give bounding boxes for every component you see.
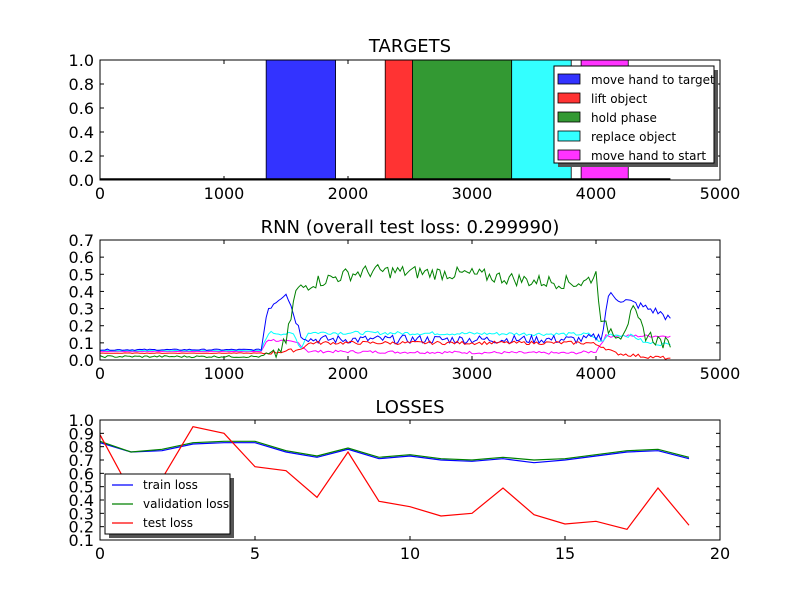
losses-ytick-label: 0.7	[69, 451, 94, 470]
losses-series-line	[99, 440, 690, 461]
targets-ytick-label: 0.2	[69, 147, 94, 166]
targets-segment-bar	[412, 59, 513, 181]
targets-legend-label: hold phase	[591, 111, 657, 125]
rnn-ytick-label: 0.1	[69, 334, 94, 353]
losses-ytick-label: 0.8	[69, 438, 94, 457]
losses-xtick-label: 5	[250, 544, 260, 563]
rnn-series-line	[99, 330, 671, 352]
losses-legend: train loss validation loss test loss	[104, 473, 234, 538]
targets-ytick-label: 1.0	[69, 51, 94, 70]
targets-xtick-label: 1000	[204, 184, 245, 203]
rnn-series-line	[100, 333, 671, 355]
losses-xtick-label: 20	[710, 544, 730, 563]
rnn-xtick-label: 1000	[204, 364, 245, 383]
losses-series-line	[99, 426, 690, 530]
targets-ytick-label: 0.0	[69, 171, 94, 190]
losses-legend-label: test loss	[143, 516, 193, 530]
targets-legend-swatch	[557, 92, 581, 104]
targets-panel: TARGETS 0 1000 2000 3000 4000 5000 0.0 0.2 0.4 0.…	[69, 36, 741, 203]
targets-legend-swatch	[557, 73, 581, 85]
rnn-panel: RNN (overall test loss: 0.299990) 0 1000 2…	[69, 217, 741, 383]
targets-legend-box	[553, 65, 715, 164]
losses-xtick-label: 0	[95, 544, 105, 563]
rnn-axes-frame	[99, 239, 721, 361]
losses-ytick-label: 0.1	[69, 531, 94, 550]
targets-ytick-label: 0.8	[69, 75, 94, 94]
targets-xtick-label: 5000	[700, 184, 741, 203]
losses-title: LOSSES	[375, 397, 444, 418]
targets-legend: move hand to target lift object hold phase…	[553, 65, 718, 167]
losses-legend-label: validation loss	[143, 497, 229, 511]
targets-legend-swatch	[557, 111, 581, 123]
rnn-ytick-label: 0.4	[69, 282, 94, 301]
targets-xtick-label: 0	[95, 184, 105, 203]
losses-axes-frame	[99, 419, 721, 541]
rnn-series-line	[99, 291, 671, 351]
rnn-ytick-label: 0.7	[69, 231, 94, 250]
targets-legend-label: replace object	[591, 130, 676, 144]
targets-axes-frame	[99, 59, 721, 181]
rnn-xtick-label: 2000	[328, 364, 369, 383]
rnn-xtick-label: 4000	[576, 364, 617, 383]
losses-series-line	[99, 442, 690, 464]
targets-xtick-label: 2000	[328, 184, 369, 203]
targets-ytick-label: 0.4	[69, 123, 94, 142]
targets-segment-bar	[265, 59, 337, 181]
losses-xtick-label: 10	[400, 544, 420, 563]
losses-ytick-label: 0.4	[69, 491, 94, 510]
rnn-title: RNN (overall test loss: 0.299990)	[261, 217, 560, 238]
rnn-xtick-label: 5000	[700, 364, 741, 383]
rnn-series-line	[99, 340, 671, 360]
losses-xtick-label: 15	[555, 544, 575, 563]
losses-panel: LOSSES 0 5 10 15 20 0.10.20.30.40.50.60.70.80…	[69, 397, 731, 563]
losses-ytick-label: 0.9	[69, 424, 94, 443]
losses-ytick-label: 0.6	[69, 464, 94, 483]
targets-legend-label: move hand to target	[591, 73, 715, 87]
rnn-ytick-label: 0.6	[69, 248, 94, 267]
rnn-series-line	[99, 263, 671, 359]
rnn-xtick-label: 3000	[452, 364, 493, 383]
losses-legend-label: train loss	[143, 478, 198, 492]
targets-xtick-label: 3000	[452, 184, 493, 203]
targets-xtick-label: 4000	[576, 184, 617, 203]
rnn-xtick-label: 0	[95, 364, 105, 383]
rnn-ytick-label: 0.2	[69, 317, 94, 336]
losses-ytick-label: 0.5	[69, 478, 94, 497]
targets-ytick-label: 0.6	[69, 99, 94, 118]
rnn-ytick-label: 0.0	[69, 351, 94, 370]
targets-legend-label: move hand to start	[591, 149, 706, 163]
rnn-ytick-label: 0.3	[69, 300, 94, 319]
losses-ytick-label: 1.0	[69, 411, 94, 430]
targets-legend-swatch	[557, 149, 581, 161]
targets-title: TARGETS	[368, 36, 451, 57]
targets-legend-label: lift object	[591, 92, 647, 106]
targets-legend-swatch	[557, 130, 581, 142]
rnn-ytick-label: 0.5	[69, 265, 94, 284]
losses-ytick-label: 0.2	[69, 518, 94, 537]
losses-ytick-label: 0.3	[69, 504, 94, 523]
targets-segment-bar	[384, 59, 413, 181]
